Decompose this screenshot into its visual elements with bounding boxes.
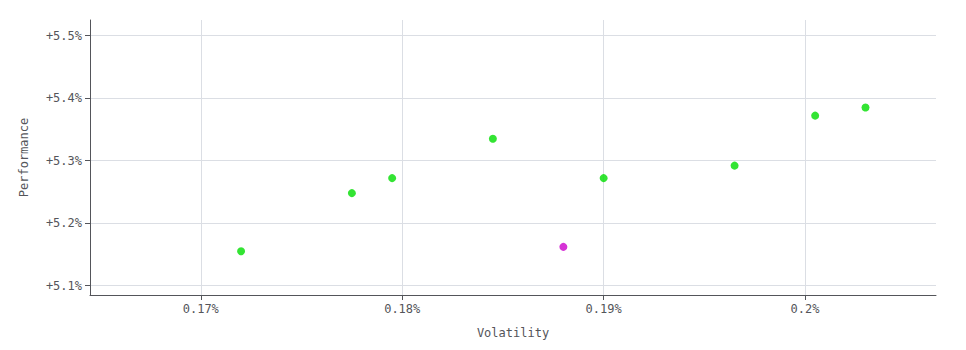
svg-text:0.18%: 0.18% bbox=[384, 302, 421, 316]
svg-text:0.2%: 0.2% bbox=[791, 302, 821, 316]
svg-text:0.17%: 0.17% bbox=[183, 302, 220, 316]
svg-text:+5.5%: +5.5% bbox=[46, 29, 83, 43]
svg-text:Volatility: Volatility bbox=[477, 326, 549, 340]
svg-text:0.19%: 0.19% bbox=[586, 302, 623, 316]
svg-text:+5.1%: +5.1% bbox=[46, 279, 83, 293]
svg-text:+5.3%: +5.3% bbox=[46, 154, 83, 168]
svg-text:Performance: Performance bbox=[17, 118, 31, 197]
svg-text:+5.2%: +5.2% bbox=[46, 216, 83, 230]
svg-text:+5.4%: +5.4% bbox=[46, 91, 83, 105]
